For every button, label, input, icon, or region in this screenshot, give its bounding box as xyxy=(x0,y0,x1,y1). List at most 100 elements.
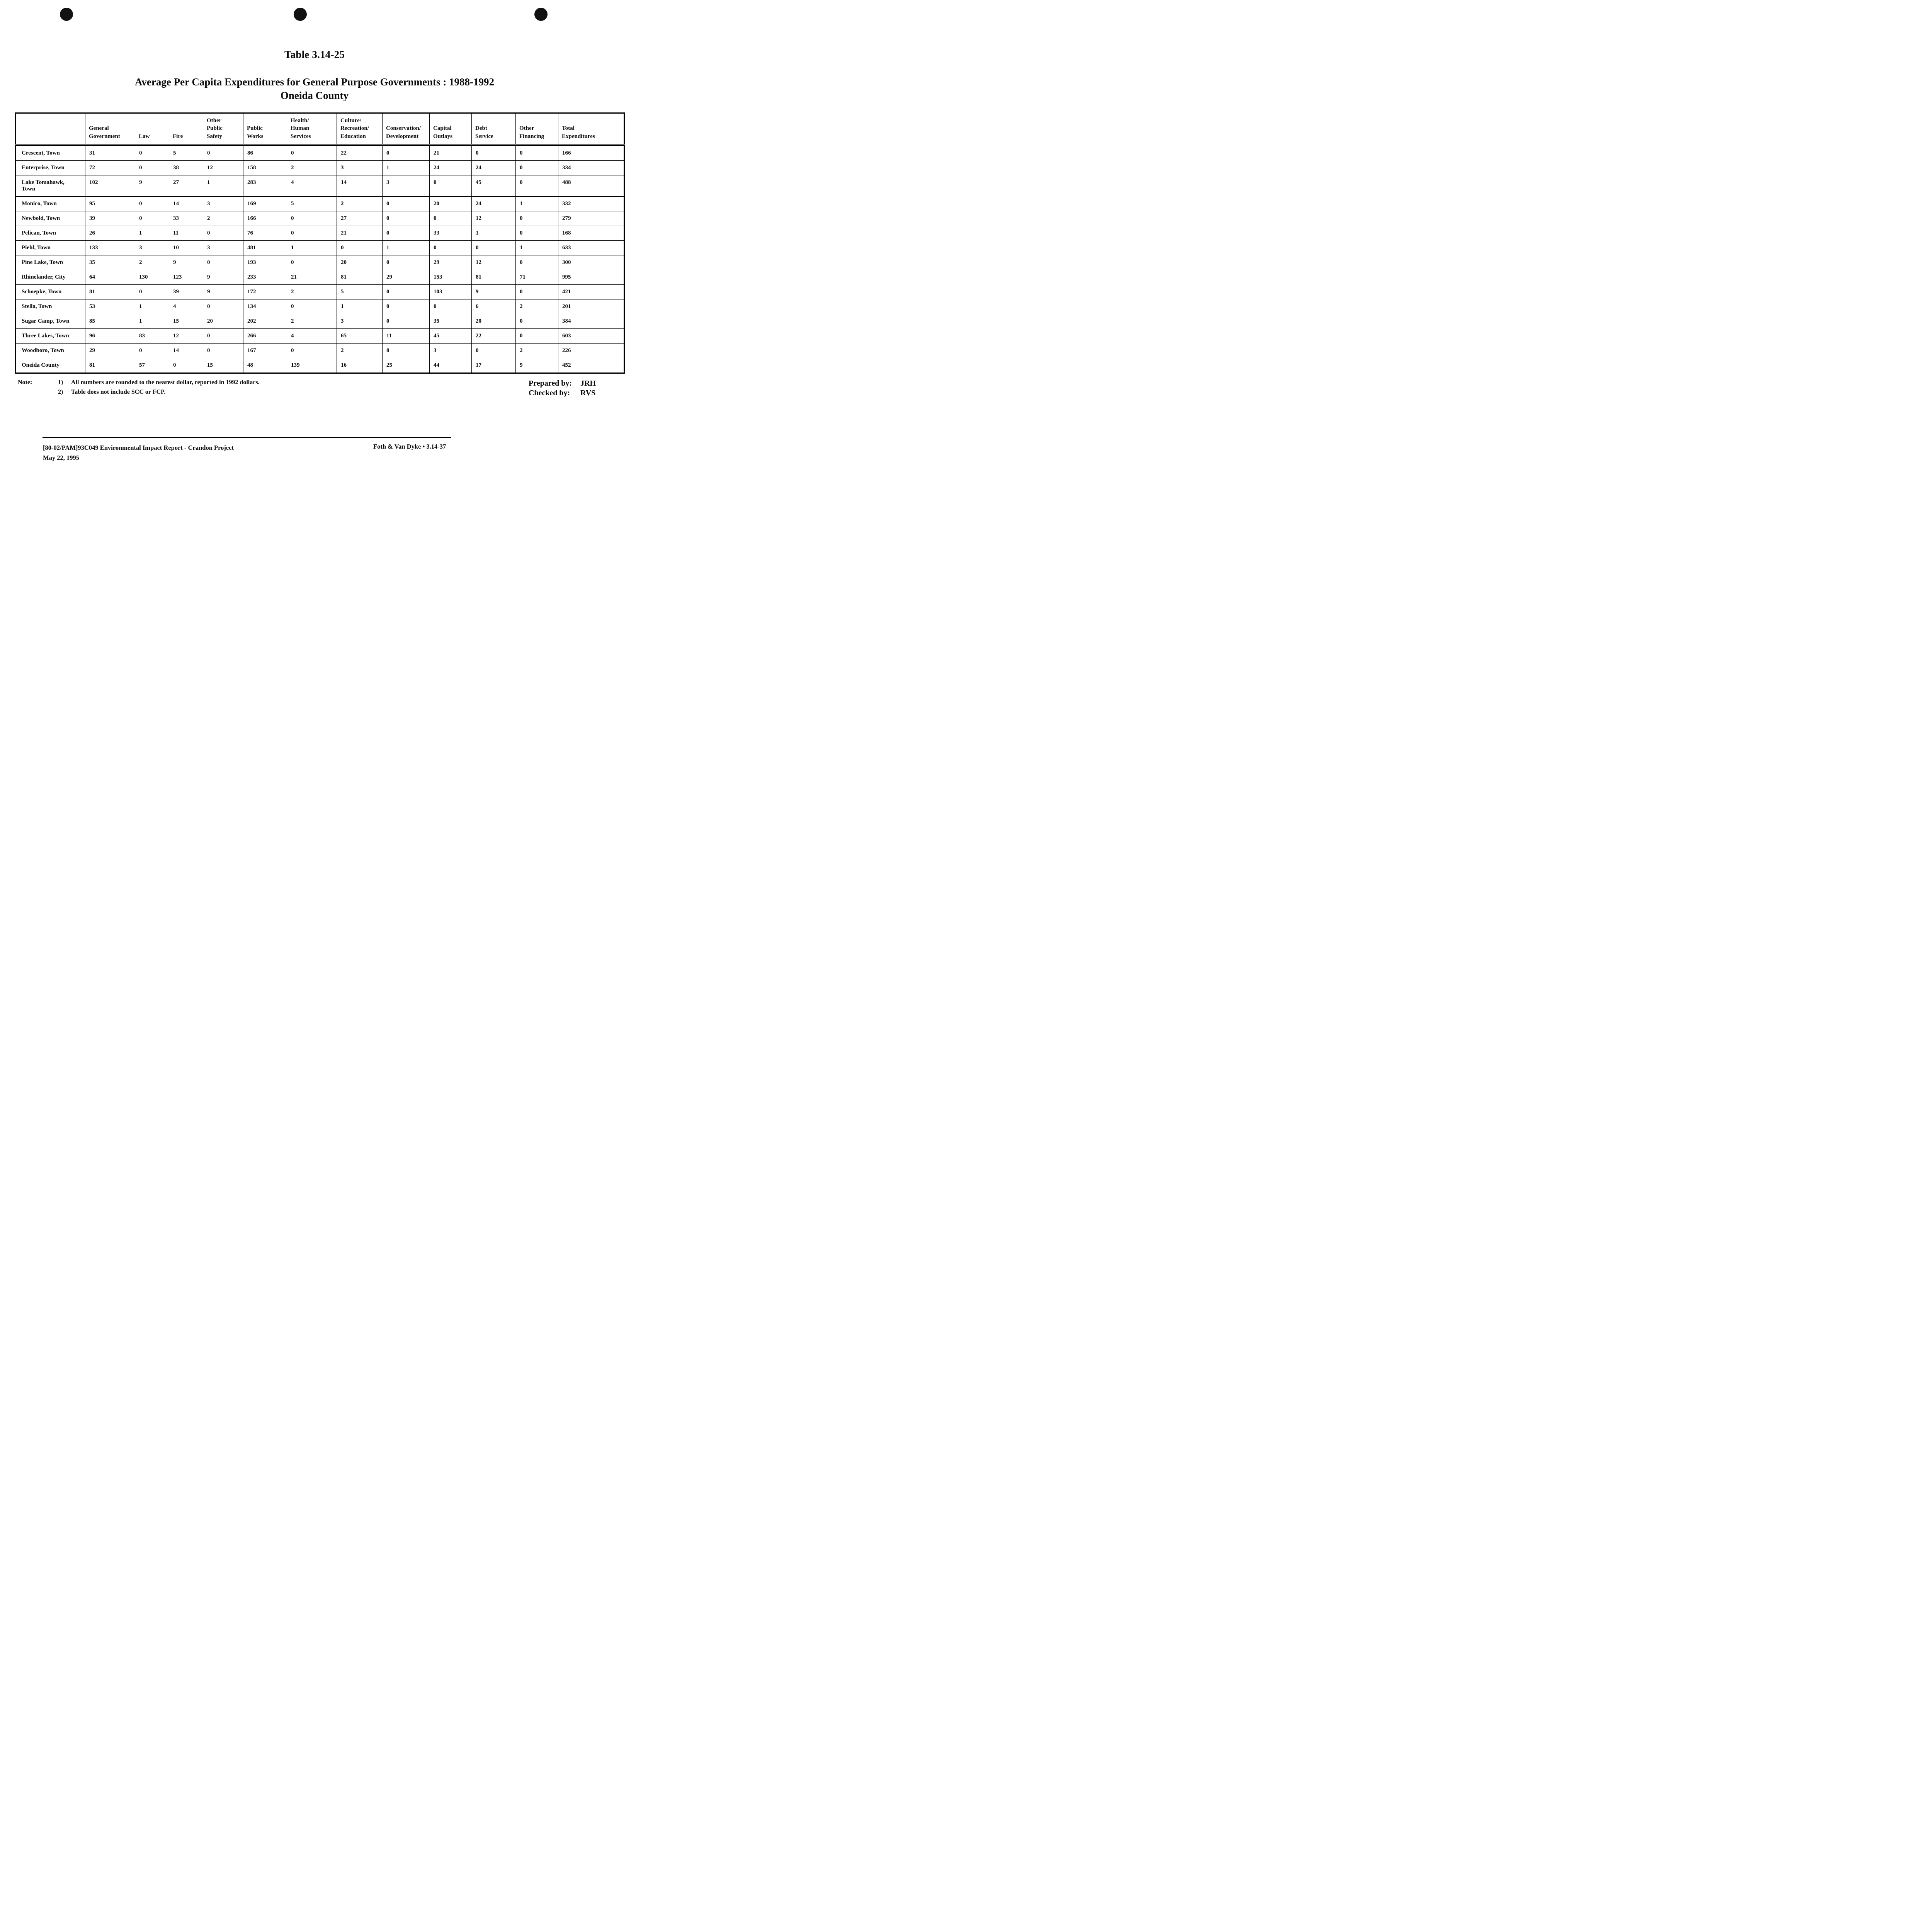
value-cell: 0 xyxy=(203,225,243,241)
value-cell: 1 xyxy=(203,175,243,197)
value-cell: 9 xyxy=(169,255,203,270)
value-cell: 0 xyxy=(135,160,169,175)
value-cell: 95 xyxy=(85,196,135,211)
value-cell: 0 xyxy=(382,299,430,314)
value-cell: 20 xyxy=(203,313,243,329)
corner-cell xyxy=(15,113,85,146)
value-cell: 25 xyxy=(382,357,430,373)
table-row: Sugar Camp, Town 85 1 15 20 202 2 3 0 35 20 0 384 xyxy=(15,313,624,329)
value-cell: 15 xyxy=(203,357,243,373)
value-cell: 3 xyxy=(382,175,430,197)
table-row: Woodboro, Town 29 0 14 0 167 0 2 8 3 0 2 226 xyxy=(15,343,624,358)
value-cell: 1 xyxy=(287,240,337,255)
value-cell: 15 xyxy=(169,313,203,329)
row-label: Monico, Town xyxy=(15,196,85,211)
value-cell: 27 xyxy=(169,175,203,197)
value-cell: 283 xyxy=(243,175,287,197)
table-row: Three Lakes, Town 96 83 12 0 266 4 65 11 45 22 0 603 xyxy=(15,328,624,344)
value-cell: 64 xyxy=(85,269,135,285)
table-number: Table 3.14-25 xyxy=(284,49,345,60)
value-cell: 20 xyxy=(429,196,472,211)
value-cell: 9 xyxy=(471,284,516,299)
value-cell: 0 xyxy=(337,240,383,255)
punch-hole-icon xyxy=(60,8,73,21)
value-cell: 20 xyxy=(471,313,516,329)
value-cell: 166 xyxy=(243,211,287,226)
value-cell: 96 xyxy=(85,328,135,344)
note-item: 1) All numbers are rounded to the neares… xyxy=(58,379,260,386)
value-cell: 633 xyxy=(558,240,624,255)
value-cell: 38 xyxy=(169,160,203,175)
value-cell: 158 xyxy=(243,160,287,175)
table-row: Crescent, Town 31 0 5 0 86 0 22 0 21 0 0 166 xyxy=(15,145,624,161)
value-cell: 168 xyxy=(558,225,624,241)
value-cell: 421 xyxy=(558,284,624,299)
value-cell: 1 xyxy=(515,196,558,211)
value-cell: 0 xyxy=(471,343,516,358)
value-cell: 35 xyxy=(429,313,472,329)
value-cell: 103 xyxy=(429,284,472,299)
value-cell: 384 xyxy=(558,313,624,329)
value-cell: 31 xyxy=(85,145,135,161)
row-label: Schoepke, Town xyxy=(15,284,85,299)
value-cell: 8 xyxy=(382,343,430,358)
value-cell: 14 xyxy=(337,175,383,197)
value-cell: 83 xyxy=(135,328,169,344)
value-cell: 0 xyxy=(429,175,472,197)
value-cell: 0 xyxy=(135,284,169,299)
page-subtitle: Oneida County xyxy=(280,90,349,102)
value-cell: 53 xyxy=(85,299,135,314)
value-cell: 0 xyxy=(515,145,558,161)
value-cell: 0 xyxy=(135,211,169,226)
table-row: Newbold, Town 39 0 33 2 166 0 27 0 0 12 0 279 xyxy=(15,211,624,226)
value-cell: 279 xyxy=(558,211,624,226)
value-cell: 0 xyxy=(382,225,430,241)
value-cell: 2 xyxy=(135,255,169,270)
value-cell: 1 xyxy=(382,160,430,175)
value-cell: 0 xyxy=(135,196,169,211)
value-cell: 1 xyxy=(337,299,383,314)
value-cell: 0 xyxy=(471,240,516,255)
value-cell: 24 xyxy=(471,160,516,175)
value-cell: 1 xyxy=(135,225,169,241)
value-cell: 0 xyxy=(382,284,430,299)
value-cell: 4 xyxy=(287,328,337,344)
value-cell: 0 xyxy=(382,196,430,211)
value-cell: 71 xyxy=(515,269,558,285)
checked-by-value: RVS xyxy=(580,388,596,397)
value-cell: 85 xyxy=(85,313,135,329)
signoff-block: Prepared by: JRH Checked by: RVS xyxy=(529,379,596,398)
value-cell: 12 xyxy=(203,160,243,175)
table-row: Monico, Town 95 0 14 3 169 5 2 0 20 24 1 332 xyxy=(15,196,624,211)
value-cell: 0 xyxy=(471,145,516,161)
value-cell: 81 xyxy=(337,269,383,285)
value-cell: 0 xyxy=(515,328,558,344)
value-cell: 334 xyxy=(558,160,624,175)
value-cell: 0 xyxy=(287,255,337,270)
value-cell: 81 xyxy=(471,269,516,285)
value-cell: 2 xyxy=(337,196,383,211)
value-cell: 0 xyxy=(429,240,472,255)
note-text: Table does not include SCC or FCP. xyxy=(71,388,166,395)
value-cell: 995 xyxy=(558,269,624,285)
value-cell: 48 xyxy=(243,357,287,373)
value-cell: 300 xyxy=(558,255,624,270)
value-cell: 22 xyxy=(471,328,516,344)
below-table-section: Note: 1) All numbers are rounded to the … xyxy=(18,379,596,398)
value-cell: 0 xyxy=(169,357,203,373)
value-cell: 1 xyxy=(382,240,430,255)
value-cell: 0 xyxy=(203,299,243,314)
value-cell: 603 xyxy=(558,328,624,344)
table-header-row: General Government Law Fire Other Public Sa… xyxy=(15,113,624,146)
value-cell: 21 xyxy=(429,145,472,161)
row-label: Stella, Town xyxy=(15,299,85,314)
value-cell: 0 xyxy=(429,299,472,314)
value-cell: 4 xyxy=(287,175,337,197)
value-cell: 3 xyxy=(429,343,472,358)
value-cell: 226 xyxy=(558,343,624,358)
value-cell: 0 xyxy=(382,145,430,161)
value-cell: 45 xyxy=(471,175,516,197)
value-cell: 9 xyxy=(203,284,243,299)
column-header: General Government xyxy=(85,113,135,146)
row-label: Crescent, Town xyxy=(15,145,85,161)
